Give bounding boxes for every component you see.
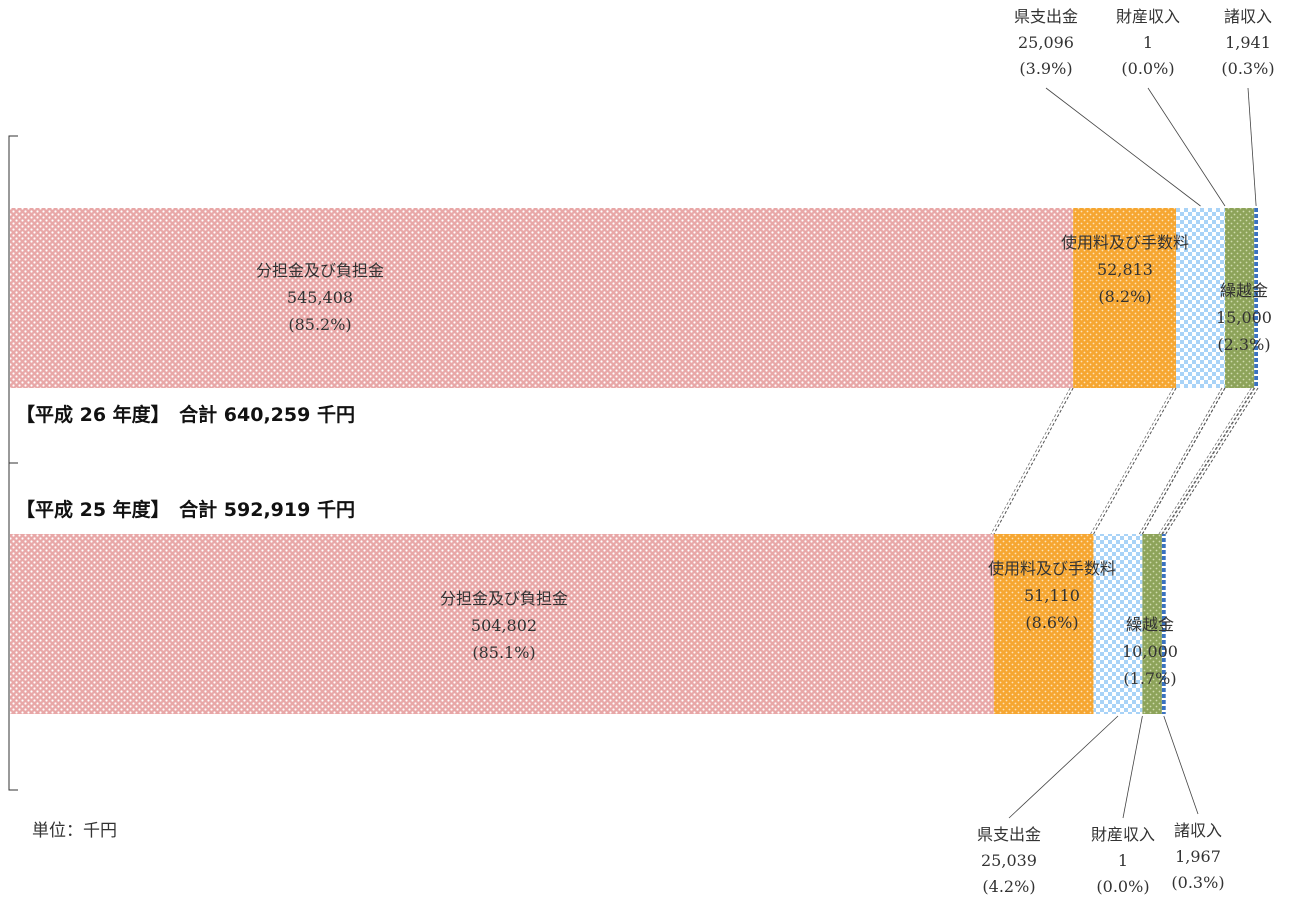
label-carryover-y1-line-0: 繰越金 <box>1126 615 1174 634</box>
bar-segment-misc-y0 <box>1254 208 1258 388</box>
bar-segment-share-y0 <box>10 208 1074 388</box>
label-carryover-y0-line-2: (2.3%) <box>1217 335 1270 354</box>
bar-segment-prefecture-y1 <box>1093 534 1143 714</box>
label-share-y0-line-0: 分担金及び負担金 <box>256 261 384 280</box>
label-share-y1-line-0: 分担金及び負担金 <box>440 589 568 608</box>
label-prefecture-y1-line-2: (4.2%) <box>982 877 1035 896</box>
bar-segment-usage_fees-y1 <box>993 534 1094 714</box>
leader-line-misc-y0 <box>1247 87 1257 207</box>
label-prefecture-y0-line-1: 25,096 <box>1018 33 1074 52</box>
label-property-y0-line-0: 財産収入 <box>1116 7 1180 26</box>
label-misc-y0-line-0: 諸収入 <box>1224 7 1272 26</box>
label-prefecture-y1-line-0: 県支出金 <box>977 825 1041 844</box>
leader-line-prefecture-y0 <box>1045 87 1201 207</box>
label-share-y1-line-1: 504,802 <box>471 616 537 635</box>
leader-line-misc-y1 <box>1163 715 1199 815</box>
label-misc-y0-line-2: (0.3%) <box>1221 59 1274 78</box>
label-usage_fees-y0-line-1: 52,813 <box>1097 260 1153 279</box>
leader-line-prefecture-y1 <box>1008 715 1119 819</box>
bar-segment-misc-y1 <box>1161 534 1166 714</box>
label-usage_fees-y0-line-0: 使用料及び手数料 <box>1061 233 1189 252</box>
bar-segment-carryover-y0 <box>1224 208 1255 388</box>
connector-line <box>1141 387 1226 535</box>
label-misc-y1-line-1: 1,967 <box>1175 847 1221 866</box>
label-carryover-y1-line-2: (1.7%) <box>1123 669 1176 688</box>
bar-segment-usage_fees-y0 <box>1073 208 1177 388</box>
category-axis <box>8 135 18 791</box>
label-property-y1-line-0: 財産収入 <box>1091 825 1155 844</box>
connector-line <box>1093 387 1177 535</box>
label-usage_fees-y0-line-2: (8.2%) <box>1098 287 1151 306</box>
label-prefecture-y1-line-1: 25,039 <box>981 851 1037 870</box>
bar-segment-share-y1 <box>10 534 994 714</box>
connectors-layer <box>990 387 1259 535</box>
connector-line <box>1161 387 1255 535</box>
connector-line <box>1165 387 1259 535</box>
connector-line <box>1162 387 1256 535</box>
year-header-h25: 【平成 25 年度】 合計 592,919 千円 <box>16 498 355 521</box>
connector-line <box>1158 387 1252 535</box>
label-property-y0-line-2: (0.0%) <box>1121 59 1174 78</box>
label-carryover-y1-line-1: 10,000 <box>1122 642 1178 661</box>
leader-line-property-y1 <box>1122 715 1143 819</box>
bar-segment-prefecture-y0 <box>1176 208 1225 388</box>
label-carryover-y0-line-1: 15,000 <box>1216 308 1272 327</box>
unit-label: 単位：千円 <box>32 821 117 841</box>
label-share-y1-line-2: (85.1%) <box>472 643 535 662</box>
label-usage_fees-y1-line-1: 51,110 <box>1024 586 1080 605</box>
label-property-y0-line-1: 1 <box>1143 33 1153 52</box>
label-usage_fees-y1-line-2: (8.6%) <box>1025 613 1078 632</box>
year-header-h26: 【平成 26 年度】 合計 640,259 千円 <box>16 403 355 426</box>
label-prefecture-y0-line-0: 県支出金 <box>1014 7 1078 26</box>
label-carryover-y0-line-0: 繰越金 <box>1220 281 1268 300</box>
label-misc-y1-line-2: (0.3%) <box>1171 873 1224 892</box>
label-share-y0-line-2: (85.2%) <box>288 315 351 334</box>
label-prefecture-y0-line-2: (3.9%) <box>1019 59 1072 78</box>
label-property-y1-line-1: 1 <box>1118 851 1128 870</box>
connector-line <box>993 387 1074 535</box>
labels-layer: 分担金及び負担金 545,408 (85.2%) 使用料及び手数料 52,813 (8.2… <box>256 7 1275 896</box>
label-misc-y0-line-1: 1,941 <box>1225 33 1271 52</box>
label-property-y1-line-2: (0.0%) <box>1096 877 1149 896</box>
label-share-y0-line-1: 545,408 <box>287 288 353 307</box>
bars-layer <box>10 208 1258 714</box>
connector-line <box>1139 387 1223 535</box>
label-usage_fees-y1-line-0: 使用料及び手数料 <box>988 559 1116 578</box>
leader-line-property-y0 <box>1147 87 1226 207</box>
connector-line <box>1090 387 1174 535</box>
label-misc-y1-line-0: 諸収入 <box>1174 821 1222 840</box>
bar-segment-carryover-y1 <box>1142 534 1162 714</box>
connector-line <box>990 387 1071 535</box>
